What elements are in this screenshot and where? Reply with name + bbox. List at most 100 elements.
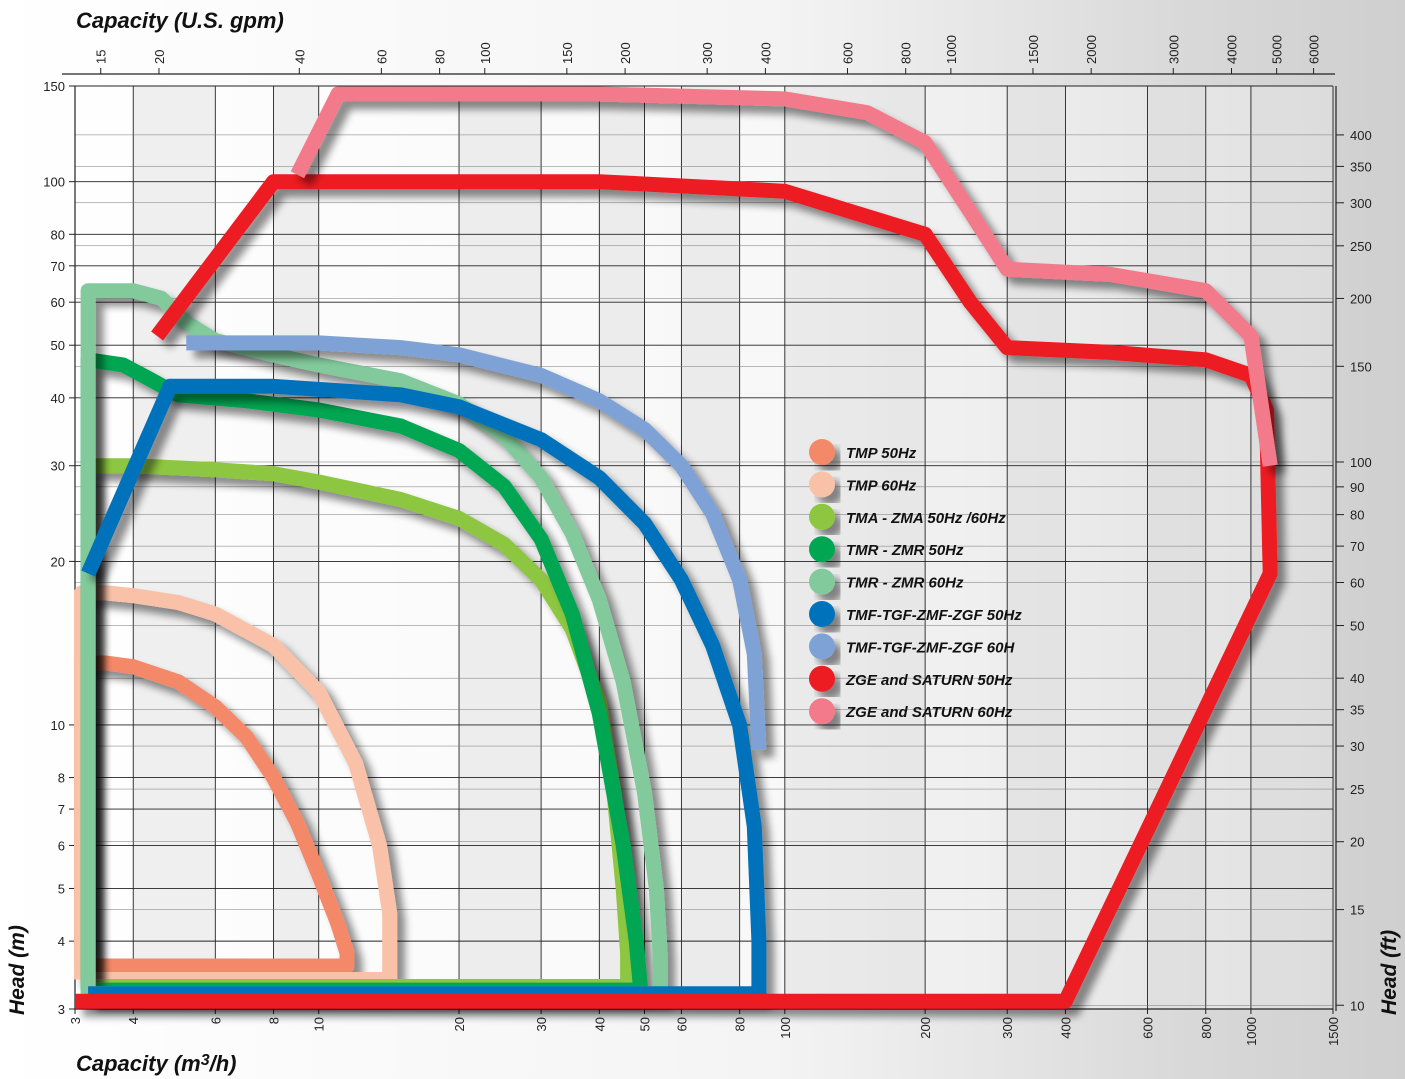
y-tick-label-right: 200 — [1350, 291, 1372, 306]
legend-swatch-8 — [809, 698, 835, 725]
band — [133, 86, 216, 1009]
legend-label-1: TMP 60Hz — [846, 477, 917, 494]
y-tick-label-right: 250 — [1350, 239, 1372, 254]
legend-swatch-6 — [809, 633, 835, 660]
series-line-6 — [186, 335, 767, 751]
y-tick-label-right: 30 — [1350, 739, 1364, 754]
x-tick-label-bottom: 4 — [126, 1017, 141, 1024]
y-tick-label-left: 150 — [43, 79, 65, 94]
x-tick-label-bottom: 800 — [1199, 1017, 1214, 1039]
legend-label-7: ZGE and SATURN 50Hz — [845, 672, 1013, 689]
x-tick-label-bottom: 1000 — [1244, 1017, 1259, 1046]
y-tick-label-left: 10 — [51, 718, 65, 733]
x-tick-label-top: 5000 — [1270, 35, 1285, 64]
y-tick-label-left: 5 — [58, 881, 65, 896]
y-tick-label-left: 60 — [51, 295, 65, 310]
y-tick-label-left: 20 — [51, 554, 65, 569]
x-tick-label-top: 4000 — [1224, 35, 1239, 64]
x-tick-label-top: 150 — [560, 42, 575, 64]
x-axis-title-bottom-tail: /h) — [209, 1051, 237, 1076]
series-line-1 — [74, 585, 398, 987]
legend-label-2: TMA - ZMA 50Hz /60Hz — [846, 510, 1006, 527]
y-tick-label-right: 50 — [1350, 619, 1364, 634]
x-tick-label-top: 200 — [618, 42, 633, 64]
x-tick-label-top: 40 — [292, 50, 307, 64]
legend-label-8: ZGE and SATURN 60Hz — [845, 704, 1013, 721]
x-tick-label-top: 400 — [758, 42, 773, 64]
x-tick-label-bottom: 80 — [733, 1017, 748, 1031]
legend-swatch-3 — [809, 536, 835, 563]
x-axis-title-top: Capacity (U.S. gpm) — [76, 8, 284, 33]
band — [1147, 86, 1206, 1009]
x-tick-label-top: 60 — [374, 50, 389, 64]
y-tick-label-left: 3 — [58, 1002, 65, 1017]
y-tick-label-left: 40 — [51, 391, 65, 406]
y-axis-title-left: Head (m) — [6, 925, 29, 1015]
series-line-8 — [290, 86, 1278, 467]
x-axis-title-bottom-main: Capacity (m — [76, 1051, 201, 1076]
x-tick-label-bottom: 600 — [1141, 1017, 1156, 1039]
legend-swatch-0 — [809, 439, 835, 465]
legend: TMP 50Hz TMP 60Hz TMA - ZMA 50Hz /60Hz TMR … — [809, 439, 1022, 725]
y-tick-label-right: 60 — [1350, 576, 1364, 591]
band — [784, 86, 926, 1009]
series-line-3 — [80, 352, 648, 998]
y-tick-label-right: 35 — [1350, 703, 1364, 718]
x-tick-label-top: 600 — [840, 42, 855, 64]
y-tick-label-left: 50 — [51, 338, 65, 353]
x-tick-label-bottom: 300 — [1000, 1017, 1015, 1039]
x-tick-label-top: 15 — [94, 50, 109, 64]
x-tick-label-bottom: 8 — [267, 1017, 282, 1024]
legend-label-6: TMF-TGF-ZMF-ZGF 60H — [846, 639, 1015, 656]
y-axis-title-right: Head (ft) — [1378, 930, 1401, 1015]
x-tick-label-top: 800 — [899, 42, 914, 64]
x-tick-label-top: 20 — [152, 50, 167, 64]
y-tick-label-right: 90 — [1350, 480, 1364, 495]
x-tick-label-bottom: 50 — [638, 1017, 653, 1031]
x-tick-label-top: 1500 — [1026, 35, 1041, 64]
legend-swatch-7 — [809, 665, 835, 692]
y-tick-label-left: 8 — [58, 771, 65, 786]
x-tick-label-bottom: 60 — [674, 1017, 689, 1031]
x-tick-label-top: 80 — [433, 50, 448, 64]
y-tick-label-right: 10 — [1350, 998, 1364, 1013]
y-tick-label-left: 100 — [43, 175, 65, 190]
legend-swatch-1 — [809, 471, 835, 498]
series-line-0 — [74, 655, 355, 974]
x-tick-label-bottom: 3 — [68, 1017, 83, 1024]
y-tick-label-left: 4 — [58, 934, 65, 949]
y-tick-label-right: 100 — [1350, 455, 1372, 470]
x-tick-label-bottom: 200 — [918, 1017, 933, 1039]
y-tick-label-left: 70 — [51, 259, 65, 274]
legend-label-5: TMF-TGF-ZMF-ZGF 50Hz — [846, 607, 1022, 624]
x-tick-label-top: 100 — [478, 42, 493, 64]
y-tick-label-left: 30 — [51, 459, 65, 474]
band — [1007, 86, 1066, 1009]
series-line-5 — [81, 378, 767, 1002]
x-tick-label-top: 6000 — [1307, 35, 1322, 64]
y-tick-label-right: 20 — [1350, 835, 1364, 850]
y-tick-label-right: 150 — [1350, 359, 1372, 374]
y-tick-label-left: 7 — [58, 802, 65, 817]
x-tick-label-top: 1000 — [944, 35, 959, 64]
x-tick-label-bottom: 1500 — [1326, 1017, 1341, 1046]
plot-background — [75, 86, 1333, 1009]
y-tick-label-right: 70 — [1350, 539, 1364, 554]
x-tick-label-bottom: 6 — [208, 1017, 223, 1024]
y-tick-label-right: 400 — [1350, 128, 1372, 143]
y-tick-label-right: 40 — [1350, 671, 1364, 686]
legend-label-3: TMR - ZMR 50Hz — [846, 542, 964, 559]
x-tick-label-bottom: 100 — [778, 1017, 793, 1039]
legend-swatch-5 — [809, 601, 835, 627]
y-tick-label-right: 15 — [1350, 903, 1364, 918]
legend-label-4: TMR - ZMR 60Hz — [846, 575, 964, 592]
x-tick-label-bottom: 10 — [312, 1017, 327, 1031]
legend-swatch-4 — [809, 568, 835, 595]
x-tick-label-top: 300 — [700, 42, 715, 64]
y-tick-label-right: 80 — [1350, 508, 1364, 523]
x-tick-label-top: 2000 — [1084, 35, 1099, 64]
tick-labels: 3 4 6 8 10 20 30 40 50 60 80 100 200 300 400 600 800 1000… — [43, 35, 1371, 1046]
x-axis-title-bottom-sup: 3 — [201, 1052, 210, 1069]
x-axis-title-bottom: Capacity (m3/h) — [76, 1051, 237, 1076]
